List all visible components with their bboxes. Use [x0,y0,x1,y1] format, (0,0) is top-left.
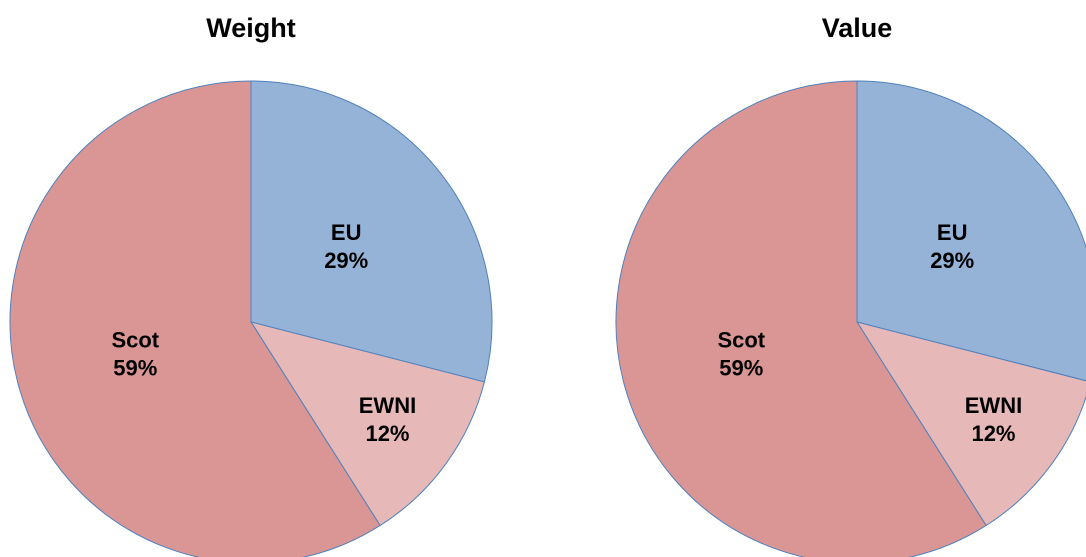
slice-value-label: 59% [113,355,157,380]
chart-title: Weight [206,13,296,43]
slice-value-label: 59% [719,355,763,380]
slice-category-label: EU [331,220,362,245]
pie-slice [615,80,987,557]
pie-slice [856,80,1086,382]
slice-category-label: EWNI [965,393,1022,418]
slice-category-label: Scot [111,327,159,352]
pie-slice [250,80,493,383]
slice-category-label: Scot [717,327,765,352]
slice-value-label: 29% [324,248,368,273]
pie-slice [855,321,1086,527]
slice-value-label: 29% [930,248,974,273]
pie-slice [249,321,486,527]
pie-slice [9,80,381,557]
slice-category-label: EWNI [359,393,416,418]
slice-value-label: 12% [365,421,409,446]
slice-value-label: 12% [971,421,1015,446]
slice-category-label: EU [937,220,968,245]
chart-title: Value [822,13,893,43]
